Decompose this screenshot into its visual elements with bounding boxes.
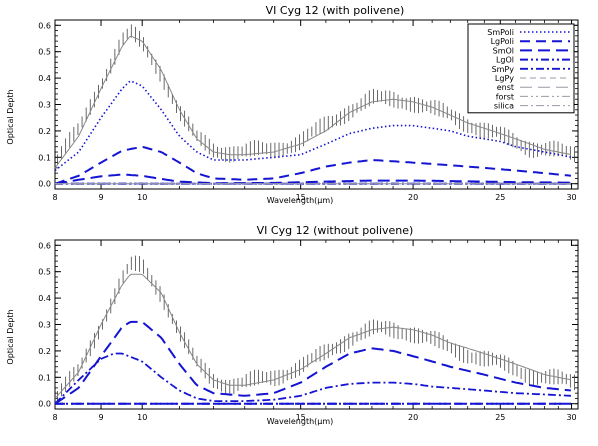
y-tick-label: 0.3 bbox=[38, 101, 51, 110]
x-tick-label: 8 bbox=[52, 413, 57, 422]
x-tick-label: 9 bbox=[98, 193, 103, 202]
series-smol bbox=[54, 320, 571, 405]
x-tick-label: 30 bbox=[566, 413, 576, 422]
y-tick-label: 0.1 bbox=[38, 373, 51, 382]
x-tick-label: 25 bbox=[495, 193, 505, 202]
legend-label: SmPy bbox=[492, 65, 515, 74]
x-tick-label: 20 bbox=[408, 193, 418, 202]
x-tick-label: 9 bbox=[98, 413, 103, 422]
y-tick-label: 0.0 bbox=[38, 180, 51, 189]
series-smol bbox=[54, 173, 571, 185]
x-tick-label: 10 bbox=[137, 193, 147, 202]
y-tick-label: 0.1 bbox=[38, 153, 51, 162]
observed-data bbox=[57, 255, 575, 401]
series-total bbox=[54, 273, 571, 399]
x-tick-label: 15 bbox=[296, 193, 306, 202]
series-lgpoli bbox=[54, 146, 571, 185]
legend-label: silica bbox=[494, 102, 514, 111]
series-smpoli bbox=[54, 80, 572, 172]
panel1-ylabel: Optical Depth bbox=[6, 89, 15, 144]
x-tick-label: 25 bbox=[495, 413, 505, 422]
panel2-plot: 0.0 0.1 0.2 0.3 0.4 0.5 0.6 8 9 10 15 20 25 30 bbox=[38, 239, 579, 422]
panel1-plot: 0.00.10.20.30.40.50.68 9 10 15 20 25 30SmPoliL… bbox=[38, 19, 579, 202]
y-tick-label: 0.2 bbox=[38, 347, 51, 356]
legend-label: SmPoli bbox=[487, 28, 514, 37]
panel2-xlabel: Wavelength(μm) bbox=[267, 417, 334, 426]
legend-label: enst bbox=[497, 83, 514, 92]
y-tick-label: 0.4 bbox=[38, 74, 51, 83]
series-total bbox=[54, 35, 571, 169]
legend-label: SmOl bbox=[493, 46, 514, 55]
panel2-title: VI Cyg 12 (without polivene) bbox=[257, 224, 414, 237]
panel1-title: VI Cyg 12 (with polivene) bbox=[266, 4, 405, 17]
panel1-xlabel: Wavelength(μm) bbox=[267, 196, 334, 205]
y-tick-label: 0.0 bbox=[38, 400, 51, 409]
y-tick-label: 0.4 bbox=[38, 294, 51, 303]
legend-label: forst bbox=[496, 92, 514, 101]
x-tick-label: 30 bbox=[566, 193, 576, 202]
x-tick-label: 10 bbox=[137, 413, 147, 422]
legend-label: LgPoli bbox=[491, 37, 514, 46]
legend-label: LgOl bbox=[496, 56, 514, 65]
y-tick-label: 0.3 bbox=[38, 321, 51, 330]
y-tick-label: 0.5 bbox=[38, 48, 51, 57]
y-tick-label: 0.2 bbox=[38, 127, 51, 136]
x-tick-label: 20 bbox=[408, 413, 418, 422]
y-tick-label: 0.5 bbox=[38, 268, 51, 277]
legend-label: LgPy bbox=[495, 74, 514, 83]
x-tick-label: 15 bbox=[296, 413, 306, 422]
y-tick-label: 0.6 bbox=[38, 241, 51, 250]
panel2-ylabel: Optical Depth bbox=[6, 309, 15, 364]
series-smpy bbox=[54, 352, 571, 405]
y-tick-label: 0.6 bbox=[38, 21, 51, 30]
legend: SmPoliLgPoliSmOlLgOlSmPyLgPyenstforstsil… bbox=[467, 23, 575, 114]
x-tick-label: 8 bbox=[52, 193, 57, 202]
